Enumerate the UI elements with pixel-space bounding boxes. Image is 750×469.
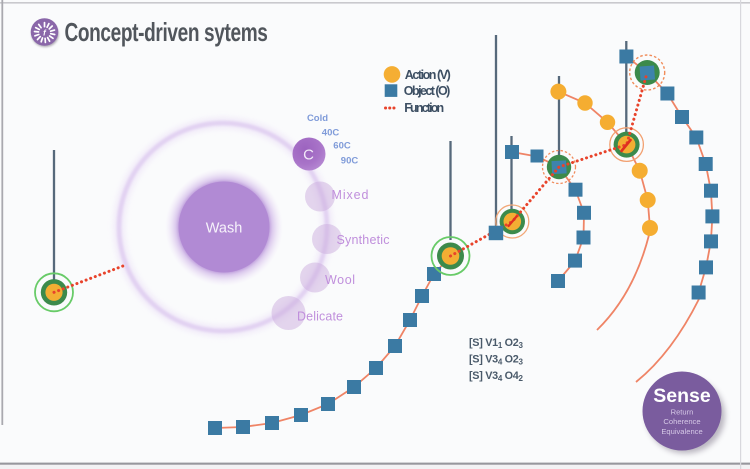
svg-text:Mixed: Mixed [332,188,369,202]
svg-text:Action (V): Action (V) [405,68,451,82]
svg-text:[S] V11 O23: [S] V11 O23 [469,337,523,350]
svg-text:Concept-driven sytems: Concept-driven sytems [65,17,268,47]
svg-text:40C: 40C [322,128,340,139]
svg-text:Function: Function [404,101,444,115]
svg-text:90C: 90C [341,156,359,167]
svg-text:[S] V34 O23: [S] V34 O23 [469,354,523,367]
svg-text:Delicate: Delicate [297,310,343,324]
svg-text:[S] V34 O42: [S] V34 O42 [469,370,523,383]
svg-text:Wool: Wool [325,273,355,287]
svg-text:Equivalence: Equivalence [661,427,702,436]
svg-text:f: f [43,29,47,38]
svg-text:Wash: Wash [206,221,243,237]
svg-text:Return: Return [671,408,694,417]
svg-text:60C: 60C [333,141,351,152]
svg-text:Synthetic: Synthetic [337,233,390,247]
svg-text:Object (O): Object (O) [404,84,451,98]
svg-text:Coherence: Coherence [663,417,700,426]
svg-text:C: C [303,147,314,164]
svg-text:Cold: Cold [307,113,328,124]
svg-text:Sense: Sense [653,385,711,407]
